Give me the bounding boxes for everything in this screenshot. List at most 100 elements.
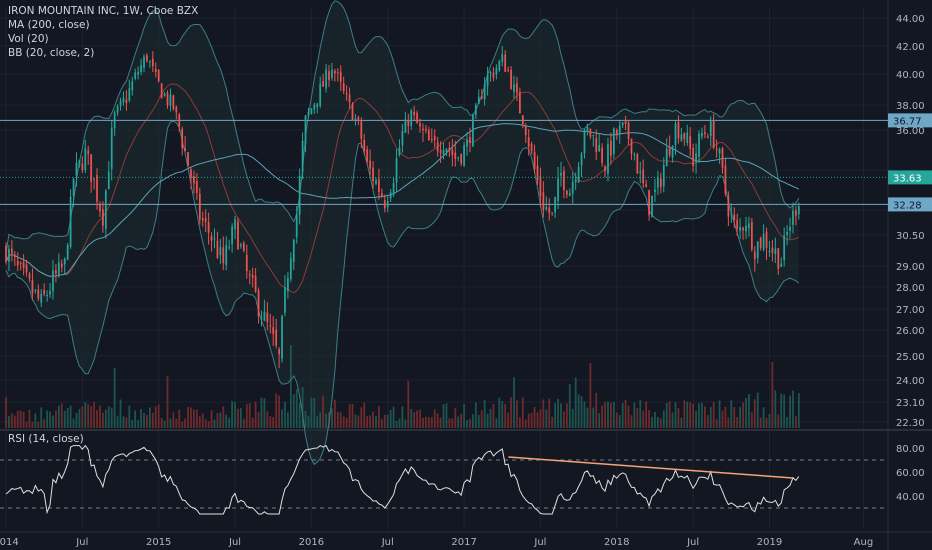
- volume-bar: [116, 415, 119, 428]
- volume-bar: [251, 417, 254, 428]
- volume-bar: [104, 409, 107, 428]
- volume-bar: [536, 412, 539, 428]
- volume-bar: [686, 401, 689, 428]
- vol-legend[interactable]: Vol (20): [8, 33, 49, 45]
- volume-bar: [539, 409, 542, 428]
- candle-body: [57, 262, 60, 275]
- candle-body: [49, 290, 51, 295]
- volume-bar: [527, 413, 530, 428]
- volume-bar: [163, 420, 166, 428]
- candle-body: [84, 148, 87, 171]
- candle-body: [463, 145, 465, 166]
- time-tick-label: 2017: [451, 537, 476, 548]
- volume-bar: [334, 399, 336, 428]
- time-tick-label: 2014: [0, 537, 19, 548]
- rsi-line: [5, 444, 800, 515]
- candle-body: [753, 251, 756, 260]
- candle-body: [163, 93, 166, 96]
- volume-bar: [601, 405, 603, 428]
- ma-legend[interactable]: MA (200, close): [8, 19, 90, 31]
- time-axis[interactable]: 2014 Jul 2015 Jul 2016 Jul 2017 Jul 2018 Jul 2019 A…: [0, 537, 873, 548]
- volume-bar: [442, 404, 445, 428]
- horizontal-levels[interactable]: 36.77 32.28: [0, 113, 932, 212]
- candle-body: [783, 235, 786, 261]
- volume-bar: [37, 421, 40, 428]
- candle-body: [486, 74, 489, 87]
- candle-body: [662, 164, 665, 187]
- volume-bar: [492, 403, 495, 428]
- volume-bar: [154, 406, 157, 428]
- volume-bar: [545, 409, 548, 428]
- volume-bar: [298, 402, 301, 428]
- candle-body: [436, 142, 439, 152]
- candle-body: [583, 130, 586, 154]
- rsi-legend[interactable]: RSI (14, close): [8, 433, 84, 445]
- volume-bar: [31, 422, 34, 428]
- volume-bar: [166, 376, 169, 428]
- level-price-tag: [888, 197, 932, 212]
- candle-body: [251, 275, 254, 278]
- candle-body: [524, 125, 527, 136]
- price-tick-label: 22.30: [896, 418, 925, 429]
- candle-body: [401, 131, 404, 146]
- volume-bar: [128, 405, 131, 428]
- candle-body: [43, 290, 46, 295]
- volume-bar: [72, 418, 75, 428]
- volume-bar: [395, 420, 398, 428]
- volume-bar: [386, 414, 389, 428]
- volume-bar: [178, 409, 181, 428]
- candle-body: [451, 149, 454, 156]
- volume-bar: [642, 410, 645, 428]
- candle-body: [204, 217, 207, 223]
- volume-bar: [698, 403, 700, 428]
- candle-body: [665, 148, 668, 167]
- candle-body: [357, 117, 360, 121]
- time-tick-label: 2015: [146, 537, 171, 548]
- volume-bar: [266, 411, 269, 428]
- candle-body: [504, 54, 507, 72]
- candle-body: [765, 231, 768, 248]
- candle-body: [301, 140, 304, 173]
- rsi-trendline: [508, 456, 794, 479]
- candle-body: [442, 149, 445, 155]
- candle-body: [703, 132, 706, 134]
- candle-body: [128, 88, 131, 101]
- volume-bar: [504, 403, 507, 428]
- bb-legend[interactable]: BB (20, close, 2): [8, 47, 95, 59]
- candle-body: [316, 103, 319, 107]
- candle-body: [686, 132, 689, 143]
- candle-body: [624, 121, 627, 124]
- time-tick-label: 2019: [757, 537, 782, 548]
- price-tick-label: 42.00: [896, 42, 925, 53]
- volume-bar: [181, 421, 184, 428]
- volume-bar: [768, 413, 771, 428]
- candle-body: [792, 210, 794, 225]
- volume-bar: [107, 406, 110, 428]
- candle-body: [178, 114, 181, 127]
- volume-bar: [143, 413, 145, 428]
- volume-bar: [78, 409, 81, 428]
- candle-body: [348, 94, 351, 103]
- candle-body: [40, 293, 43, 303]
- volume-bar: [554, 403, 556, 428]
- volume-bar: [304, 410, 307, 428]
- candle-body: [154, 68, 157, 72]
- candle-body: [110, 127, 113, 169]
- symbol-title[interactable]: IRON MOUNTAIN INC, 1W, Cboe BZX: [8, 5, 199, 17]
- candle-body: [706, 136, 709, 138]
- volume-bar: [486, 413, 489, 428]
- volume-bar: [477, 415, 480, 428]
- volume-bar: [66, 408, 69, 428]
- candle-body: [721, 148, 724, 168]
- volume-bar: [524, 419, 527, 428]
- candle-body: [671, 145, 674, 158]
- volume-bar: [96, 410, 98, 428]
- price-tick-label: 24.00: [896, 376, 925, 387]
- volume-bar: [451, 418, 454, 428]
- candle-body: [797, 206, 800, 215]
- price-axis[interactable]: 22.30 23.10 24.00 25.00 26.00 27.00 28.00 29.00…: [896, 14, 925, 429]
- candle-body: [198, 193, 201, 220]
- volume-bar: [225, 414, 228, 428]
- volume-bar: [548, 398, 551, 428]
